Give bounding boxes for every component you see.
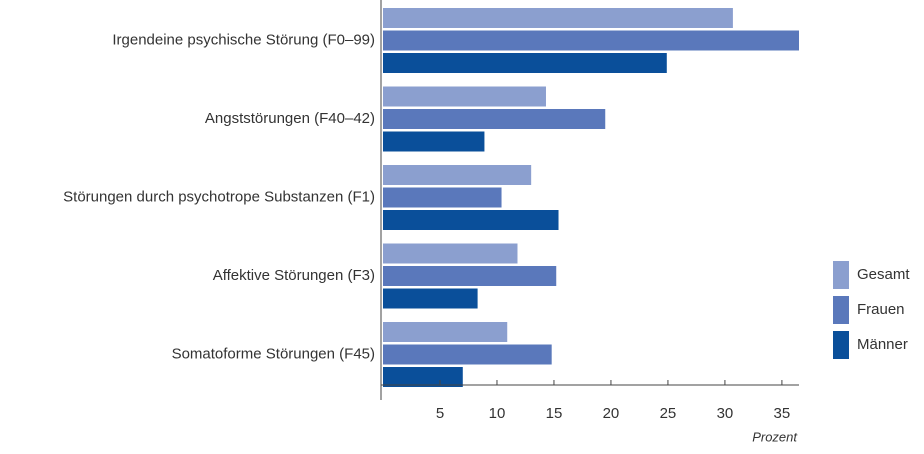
legend-swatch xyxy=(833,296,849,324)
x-tick-label: 20 xyxy=(603,405,620,422)
x-tick-label: 15 xyxy=(546,405,563,422)
legend-swatch xyxy=(833,261,849,289)
x-tick-label: 30 xyxy=(717,405,734,422)
y-tick-label: Affektive Störungen (F3) xyxy=(213,267,375,284)
bar xyxy=(383,266,557,286)
x-tick-label: 35 xyxy=(774,405,791,422)
legend-label: Männer xyxy=(857,336,908,353)
bar xyxy=(383,131,485,152)
bar xyxy=(383,322,508,342)
bar xyxy=(383,367,463,387)
bar xyxy=(383,86,546,107)
bar xyxy=(383,288,478,309)
y-tick-label: Irgendeine psychische Störung (F0–99) xyxy=(112,31,375,48)
bar xyxy=(383,109,606,129)
y-tick-label: Somatoforme Störungen (F45) xyxy=(172,345,375,362)
bar xyxy=(383,187,502,208)
bar xyxy=(383,53,667,73)
bar xyxy=(383,344,552,365)
x-tick-label: 10 xyxy=(489,405,506,422)
x-tick-label: 5 xyxy=(436,405,444,422)
legend-label: Frauen xyxy=(857,301,905,318)
x-axis-label: Prozent xyxy=(752,429,798,444)
x-tick-label: 25 xyxy=(660,405,677,422)
y-tick-label: Störungen durch psychotrope Substanzen (… xyxy=(63,188,375,205)
legend-label: Gesamt xyxy=(857,266,910,283)
y-tick-label: Angststörungen (F40–42) xyxy=(205,110,375,127)
bar xyxy=(383,165,532,185)
bar xyxy=(383,210,559,230)
bar xyxy=(383,30,799,51)
bar xyxy=(383,8,733,28)
bar xyxy=(383,243,518,264)
legend-swatch xyxy=(833,331,849,359)
